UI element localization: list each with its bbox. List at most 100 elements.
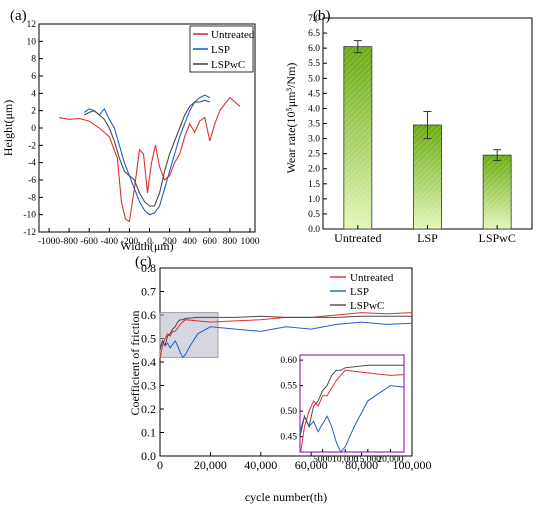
- y-tick-label: 5.5: [308, 59, 320, 69]
- series-line-lspwc: [83, 99, 210, 207]
- y-tick-label: 10: [27, 37, 37, 47]
- panel-a-xlabel: Width(μm): [120, 239, 173, 253]
- y-tick-label: -10: [23, 211, 36, 221]
- inset-y-tick-label: 0.50: [280, 407, 297, 417]
- legend-label: LSP: [350, 286, 369, 298]
- inset-x-tick-label: 20,000: [377, 455, 403, 465]
- series-line-untreated: [160, 312, 412, 360]
- panel-c-xlabel: cycle number(th): [245, 490, 327, 504]
- inset-x-tick-label: 10,000: [332, 455, 358, 465]
- x-tick-label: 400: [183, 237, 198, 247]
- inset-series-line-untreated: [300, 369, 404, 452]
- panel-a-label: (a): [10, 8, 27, 24]
- legend-label: LSPwC: [211, 59, 245, 71]
- inset-series-line-lsp: [300, 385, 404, 452]
- y-tick-label: 6.0: [308, 44, 320, 54]
- inset-x-tick-label: 15,000: [355, 455, 381, 465]
- panel-a-legend: Untreated LSP LSPwC: [189, 25, 255, 73]
- y-tick-label: 4.5: [308, 89, 320, 99]
- x-tick-label: Untreated: [334, 231, 381, 245]
- x-tick-label: LSP: [417, 231, 438, 245]
- y-tick-label: 0: [31, 124, 36, 134]
- series-line-lsp: [160, 321, 412, 359]
- inset-x-tick-label: 5000: [313, 455, 332, 465]
- x-tick-label: -1000: [38, 237, 60, 247]
- panel-c-legend: Untreated LSP LSPwC: [330, 272, 394, 312]
- y-tick-label: 0.3: [141, 379, 156, 393]
- x-tick-label: 100,000: [393, 458, 432, 472]
- legend-label: Untreated: [211, 29, 255, 41]
- legend-label: LSPwC: [350, 300, 384, 312]
- x-tick-label: LSPwC: [478, 231, 515, 245]
- x-tick-label: -600: [81, 237, 99, 247]
- y-tick-label: 1.5: [308, 180, 320, 190]
- y-tick-label: 6: [31, 72, 36, 82]
- y-tick-label: 7.0: [308, 14, 320, 24]
- panel-c-plot: [160, 312, 412, 360]
- inset-y-tick-label: 0.45: [280, 433, 297, 443]
- y-tick-label: 2.0: [308, 165, 320, 175]
- panel-b-ticks: 0.0 0.5 1.0 1.5 2.0 2.5 3.0 3.5 4.0 4.5 5.0 5.5 6.0 6…: [308, 14, 327, 235]
- y-tick-label: 3.5: [308, 120, 320, 130]
- y-tick-label: 3.0: [308, 135, 320, 145]
- y-tick-label: -2: [28, 141, 36, 151]
- panel-a-ylabel: Height(μm): [1, 100, 15, 156]
- bar-hatch: [483, 155, 512, 229]
- y-tick-label: 0.4: [141, 355, 156, 369]
- legend-label: Untreated: [350, 272, 394, 284]
- y-tick-label: 5.0: [308, 74, 320, 84]
- x-tick-label: 80,000: [345, 458, 378, 472]
- y-tick-label: 0.5: [141, 332, 156, 346]
- panel-b-ylabel: Wear rate(10⁵μm³/Nm): [284, 63, 298, 174]
- series-line-lsp: [83, 94, 211, 216]
- panel-b-bars: Untreated LSP LSPwC: [334, 40, 516, 245]
- y-tick-label: 2: [31, 107, 36, 117]
- x-tick-label: -200: [121, 237, 139, 247]
- y-tick-label: 4.0: [308, 104, 320, 114]
- x-tick-label: 600: [203, 237, 218, 247]
- series-line-untreated: [59, 96, 241, 223]
- x-tick-label: 200: [162, 237, 177, 247]
- panel-c-ticks: 0 20,000 40,000 60,000 80,000 100,000 0.0 0.1 0.…: [141, 261, 432, 472]
- y-tick-label: 0.7: [141, 285, 156, 299]
- inset-y-tick-label: 0.60: [280, 356, 297, 366]
- inset-y-tick-label: 0.55: [280, 382, 297, 392]
- y-tick-label: 8: [31, 55, 36, 65]
- panel-c-ylabel: Coefficient of friction: [128, 310, 142, 415]
- panel-b-label: (b): [313, 8, 331, 24]
- panel-c-label: (c): [135, 254, 152, 270]
- legend-label: LSP: [211, 44, 230, 56]
- series-line-lspwc: [160, 315, 412, 351]
- y-tick-label: 6.5: [308, 29, 320, 39]
- x-tick-label: 1000: [240, 237, 259, 247]
- x-tick-label: 60,000: [295, 458, 328, 472]
- y-tick-label: 0.8: [141, 261, 156, 275]
- y-tick-label: 0.5: [308, 210, 320, 220]
- bar-hatch: [343, 46, 372, 230]
- bar-hatch: [413, 125, 442, 229]
- x-tick-label: -400: [101, 237, 119, 247]
- y-tick-label: 1.0: [308, 195, 320, 205]
- y-tick-label: -12: [23, 228, 36, 238]
- y-tick-label: 0.0: [141, 449, 156, 463]
- inset-plot: [300, 364, 404, 452]
- x-tick-label: 40,000: [244, 458, 277, 472]
- x-tick-label: 0: [157, 458, 163, 472]
- x-tick-label: 0: [147, 237, 152, 247]
- panel-a: Height(μm) Width(μm) -1000 -800 -600 -400 -2…: [1, 20, 260, 253]
- y-tick-label: 0.2: [141, 402, 156, 416]
- panel-b: Wear rate(10⁵μm³/Nm) 0.0 0.5 1.0 1.5 2.0 2.5 3…: [284, 14, 533, 245]
- y-tick-label: 0.0: [308, 225, 320, 235]
- y-tick-label: -6: [28, 176, 36, 186]
- panel-c: Coefficient of friction cycle number(th)…: [128, 261, 432, 504]
- panel-a-plot: [59, 94, 241, 223]
- x-tick-label: -800: [60, 237, 78, 247]
- y-tick-label: 0.1: [141, 426, 156, 440]
- x-tick-label: 800: [223, 237, 238, 247]
- y-tick-label: 4: [31, 89, 36, 99]
- x-tick-label: 20,000: [194, 458, 227, 472]
- inset-series-line-lspwc: [300, 364, 404, 437]
